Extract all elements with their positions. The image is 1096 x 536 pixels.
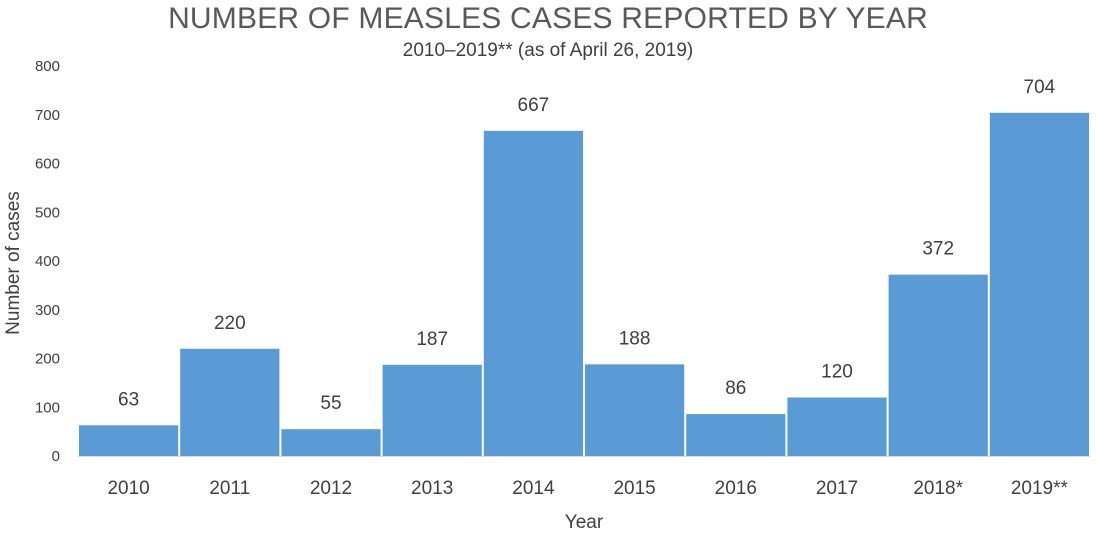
data-label: 120	[821, 362, 853, 383]
y-tick-label: 300	[35, 302, 60, 319]
chart-subtitle: 2010–2019** (as of April 26, 2019)	[402, 40, 694, 61]
data-label: 86	[725, 378, 746, 399]
x-tick-label: 2013	[411, 478, 453, 499]
y-tick-label: 700	[35, 107, 60, 124]
x-tick-label: 2016	[715, 478, 757, 499]
x-tick-label: 2018*	[913, 478, 963, 499]
x-tick-label: 2014	[512, 478, 555, 499]
y-tick-label: 0	[52, 448, 60, 465]
y-tick-label: 200	[35, 351, 60, 368]
y-tick-label: 800	[35, 58, 60, 75]
bar	[989, 112, 1089, 457]
data-label: 667	[518, 95, 550, 116]
x-tick-label: 2019**	[1011, 478, 1069, 499]
x-tick-label: 2010	[107, 478, 149, 499]
y-tick-label: 400	[35, 253, 60, 270]
bar	[787, 397, 887, 456]
data-label: 372	[922, 239, 954, 260]
x-tick-label: 2012	[310, 478, 352, 499]
x-tick-label: 2015	[613, 478, 655, 499]
data-label: 187	[416, 329, 448, 350]
bar	[585, 364, 685, 456]
y-tick-label: 100	[35, 399, 60, 416]
chart-title: NUMBER OF MEASLES CASES REPORTED BY YEAR	[168, 2, 928, 35]
x-axis-label: Year	[565, 512, 604, 533]
y-tick-label: 500	[35, 204, 60, 221]
x-tick-label: 2011	[209, 478, 250, 499]
data-label: 188	[619, 328, 651, 349]
bar	[382, 364, 482, 456]
bar	[483, 130, 583, 456]
data-label: 704	[1024, 77, 1056, 98]
bars	[79, 112, 1089, 457]
x-axis-ticks: 2010 2011 2012 2013 2014 2015 2016 2017 2018* 201…	[107, 478, 1068, 499]
x-tick-label: 2017	[816, 478, 858, 499]
bar	[281, 429, 381, 456]
bar	[180, 348, 280, 456]
data-label: 55	[320, 393, 341, 414]
y-axis-ticks: 0 100 200 300 400 500 600 700 800	[35, 58, 60, 465]
data-label: 220	[214, 313, 246, 334]
y-axis-label: Number of cases	[3, 191, 24, 335]
bar	[888, 274, 988, 456]
data-label: 63	[118, 389, 139, 410]
bar	[686, 414, 786, 456]
bar	[79, 425, 179, 456]
data-labels: 63 220 55 187 667 188 86 120 372 704	[118, 77, 1056, 414]
y-tick-label: 600	[35, 156, 60, 173]
